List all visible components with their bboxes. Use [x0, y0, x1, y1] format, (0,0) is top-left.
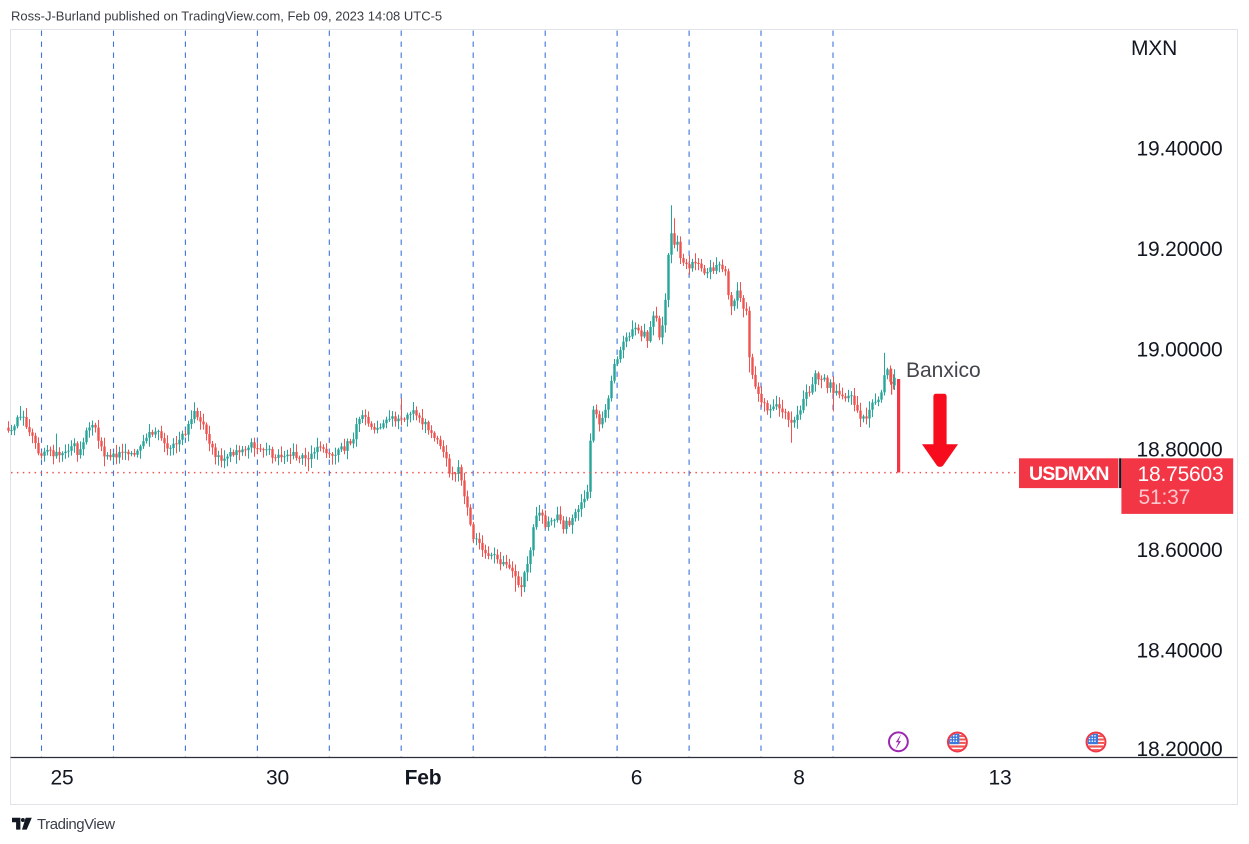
svg-text:Banxico: Banxico	[906, 359, 981, 382]
svg-text:8: 8	[793, 767, 804, 790]
svg-text:19.00000: 19.00000	[1137, 338, 1223, 361]
svg-text:6: 6	[631, 767, 642, 790]
svg-text:18.40000: 18.40000	[1137, 640, 1223, 663]
svg-text:TradingView: TradingView	[37, 816, 115, 833]
svg-text:USDMXN: USDMXN	[1029, 463, 1109, 485]
svg-text:MXN: MXN	[1131, 37, 1177, 60]
svg-text:25: 25	[51, 767, 74, 790]
svg-text:19.20000: 19.20000	[1137, 238, 1223, 261]
svg-text:18.20000: 18.20000	[1137, 738, 1223, 761]
svg-text:18.60000: 18.60000	[1137, 539, 1223, 562]
svg-text:Feb: Feb	[405, 767, 442, 790]
svg-text:51:37: 51:37	[1139, 486, 1191, 509]
svg-text:30: 30	[266, 767, 289, 790]
svg-text:13: 13	[989, 767, 1012, 790]
svg-text:19.40000: 19.40000	[1137, 138, 1223, 161]
svg-text:18.75603: 18.75603	[1138, 463, 1224, 486]
svg-text:18.80000: 18.80000	[1137, 439, 1223, 462]
svg-text:Ross-J-Burland published on Tr: Ross-J-Burland published on TradingView.…	[11, 9, 442, 24]
